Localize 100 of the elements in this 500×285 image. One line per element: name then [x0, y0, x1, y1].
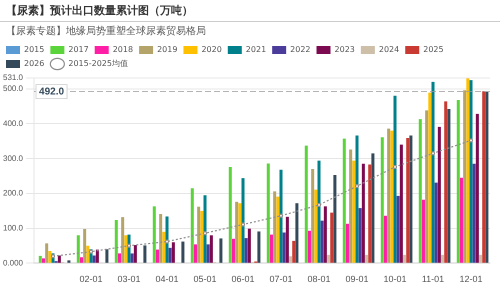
point: [468, 138, 474, 143]
bar: [472, 164, 476, 263]
bar: [292, 240, 296, 263]
bar: [83, 229, 86, 263]
bar: [330, 212, 334, 263]
x-tick-label: 09-01: [345, 274, 369, 284]
bar: [134, 245, 137, 263]
legend-label: 2018: [112, 45, 134, 54]
y-tick-label: 400.0: [2, 118, 24, 128]
y-tick-label: 500.0: [2, 84, 24, 94]
bar: [444, 101, 448, 263]
bar: [384, 216, 387, 263]
bar: [403, 254, 406, 263]
bar: [352, 160, 356, 263]
bar: [434, 182, 438, 263]
legend-label: 2024: [378, 45, 400, 54]
bar: [280, 170, 283, 263]
bar: [38, 256, 42, 263]
point: [88, 250, 94, 254]
y-tick-label: 300.0: [2, 154, 24, 163]
bar: [48, 250, 52, 263]
chart-subtitle: 【尿素专题】地缘局势重塑全球尿素贸易格局: [5, 24, 207, 39]
bar: [308, 230, 311, 263]
bar: [320, 220, 324, 263]
bar: [114, 220, 118, 263]
bar: [333, 174, 336, 263]
legend-label: 2015: [24, 45, 44, 54]
bar: [318, 160, 321, 263]
bar: [206, 244, 210, 263]
bar: [204, 195, 207, 263]
bar: [124, 235, 128, 263]
bar: [463, 90, 466, 263]
bar: [365, 254, 368, 263]
bar: [172, 242, 175, 263]
bar: [200, 210, 204, 263]
bar: [342, 138, 346, 263]
bar: [194, 244, 197, 263]
legend-label: 2023: [334, 45, 355, 54]
bar: [156, 250, 159, 263]
x-tick-label: 11-01: [422, 274, 444, 284]
bar: [286, 216, 289, 263]
bar: [181, 242, 184, 263]
bar: [400, 144, 403, 263]
bar: [190, 188, 194, 263]
y-tick-label: 531.0: [2, 73, 24, 82]
bar: [244, 238, 248, 263]
bar: [121, 217, 124, 263]
bar: [311, 169, 314, 263]
y-tick-label: 200.0: [2, 188, 24, 198]
bar: [152, 206, 156, 263]
point: [240, 222, 246, 227]
bar: [162, 232, 166, 263]
bar: [479, 254, 482, 263]
bar: [482, 91, 486, 263]
point: [392, 164, 398, 170]
bar: [42, 258, 45, 263]
bar: [242, 178, 245, 263]
bar: [166, 216, 169, 263]
bar: [273, 191, 276, 263]
legend-label: 2026: [24, 59, 44, 68]
bar: [358, 208, 362, 263]
bar: [396, 196, 400, 263]
bar: [393, 96, 397, 263]
bar: [380, 137, 384, 263]
bar: [327, 254, 330, 263]
bar: [431, 82, 435, 263]
bar: [371, 153, 374, 263]
bar: [425, 110, 428, 263]
bar: [476, 114, 479, 263]
bar: [418, 119, 422, 263]
bar: [314, 190, 318, 263]
bar: [485, 92, 488, 263]
bar: [58, 256, 61, 263]
bar: [295, 203, 298, 263]
legend-label: 2020: [201, 45, 222, 54]
bar: [346, 224, 349, 263]
legend-label: 2025: [423, 45, 444, 54]
x-tick-label: 05-01: [193, 274, 217, 284]
point: [430, 151, 436, 156]
bar: [466, 78, 470, 263]
bar: [447, 109, 450, 263]
bar: [118, 253, 121, 263]
bar: [304, 146, 308, 263]
x-tick-label: 10-01: [383, 274, 407, 284]
x-tick-label: 03-01: [118, 274, 141, 284]
bar: [469, 80, 473, 263]
bar: [456, 100, 460, 263]
point: [354, 184, 360, 188]
point: [50, 254, 56, 258]
bar: [362, 164, 365, 263]
bar: [276, 196, 280, 263]
point: [316, 202, 322, 208]
ref-line-label: 492.0: [39, 86, 64, 98]
bar: [409, 136, 412, 263]
bar: [248, 228, 251, 263]
bar: [76, 235, 80, 263]
chart-title: 【尿素】预计出口数量累计图（万吨）: [0, 0, 500, 22]
bar: [349, 150, 352, 263]
point: [126, 244, 132, 248]
bar: [387, 128, 390, 263]
